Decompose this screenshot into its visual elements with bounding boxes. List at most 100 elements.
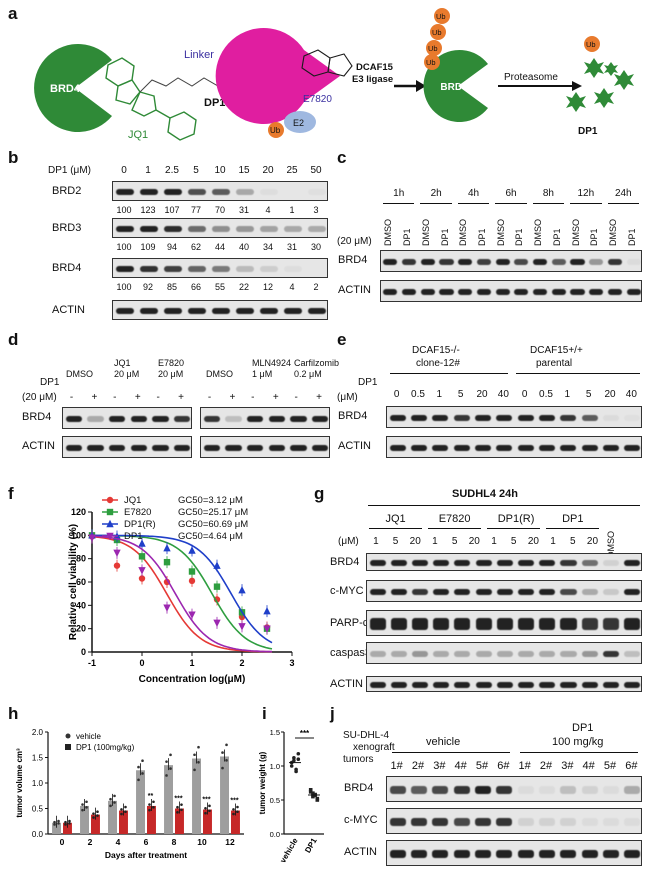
- panel-g-blot-brd4-band: [517, 560, 535, 566]
- panel-j-blot-brd4-band: [474, 786, 492, 794]
- panel-b-dose-label: DP1 (μM): [48, 165, 91, 176]
- panel-j-blot-c-myc-band: [581, 818, 598, 826]
- panel-e-blot-actin-band: [581, 445, 598, 451]
- panel-c-blot-actin-band: [383, 289, 398, 295]
- chart-i-point: [296, 751, 301, 756]
- panel-d-group-label: JQ1: [114, 358, 131, 368]
- chart-f-point: [138, 575, 146, 582]
- chart-i-point: [294, 769, 298, 774]
- panel-g-blot-parp-c-band: [539, 618, 556, 630]
- dcaf15-shape: [215, 28, 340, 124]
- panel-d-dp1-label: DP1: [40, 377, 60, 388]
- panel-j-lane: 2#: [411, 760, 425, 772]
- chart-h-significance: ***: [230, 798, 238, 805]
- panel-g-blot-c-myc-band: [517, 589, 535, 595]
- panel-c-blot-brd4-band: [420, 259, 435, 265]
- chart-h-dot: [221, 751, 224, 754]
- chart-f-legend-gc50: GC50=4.64 μM: [178, 531, 243, 542]
- chart-h-dot: [137, 765, 140, 769]
- panel-d-sign: -: [113, 392, 117, 403]
- panel-b-quant-value: 3: [313, 205, 319, 215]
- chart-f-point: [188, 546, 196, 554]
- panel-j-blot-c-myc-band: [602, 818, 620, 826]
- panel-c-blot-brd4-band: [495, 259, 510, 265]
- chart-h-bar: [164, 765, 173, 834]
- panel-c-time-line: [495, 203, 527, 204]
- panel-j-row-label: ACTIN: [344, 846, 377, 858]
- panel-d-sign: +: [134, 392, 141, 403]
- panel-b-quant-value: 85: [166, 282, 177, 292]
- panel-b-blot-brd4-band: [259, 266, 279, 272]
- chart-f-legend-marker: [106, 496, 114, 504]
- chart-h-dot: [137, 778, 140, 782]
- e2-shape: [284, 111, 316, 133]
- panel-e-blot-brd4-band: [602, 415, 620, 421]
- panel-b-dose: 5: [193, 165, 199, 176]
- chart-h-dot: [53, 820, 56, 824]
- chart-h-dot: [152, 800, 155, 804]
- panel-j-blot-c-myc-band: [432, 818, 449, 826]
- panel-j-blot-actin-band: [432, 850, 449, 858]
- chart-h-dot: [64, 823, 67, 826]
- chart-h-legend-name: vehicle: [76, 732, 101, 741]
- panel-j-lane: 5#: [603, 760, 617, 772]
- chart-h-dot: [204, 811, 207, 815]
- chart-h-dot: [53, 823, 56, 826]
- panel-g-blot-caspas3-c-band: [411, 651, 429, 657]
- panel-d-blot-right-brd4-band: [311, 416, 329, 422]
- chart-h-dot: [57, 822, 60, 825]
- chart-i-point: [311, 794, 315, 799]
- panel-label-a: a: [8, 4, 18, 23]
- panel-d-blot-left-brd4: [62, 407, 192, 429]
- panel-c-blot-actin-band: [420, 289, 435, 295]
- panel-d-blot-left-actin-band: [65, 445, 83, 451]
- chart-f-point: [113, 562, 121, 569]
- panel-e-group2-label: parental: [536, 358, 573, 369]
- panel-d-sign: -: [156, 392, 160, 403]
- panel-j-blot-actin-band: [474, 850, 492, 858]
- panel-d-blot-right-actin: [200, 436, 330, 458]
- panel-e-dose: 5: [457, 389, 464, 400]
- panel-c-blot-actin-band: [439, 289, 454, 295]
- panel-e-blot-brd4-band: [389, 415, 406, 421]
- panel-c-time: 4h: [468, 188, 480, 199]
- panel-b-blot-brd3: [112, 218, 328, 238]
- panel-b-quant-value: 55: [214, 282, 225, 292]
- chart-h-dot: [232, 808, 235, 811]
- panel-b-blot-brd3-band: [139, 226, 159, 232]
- panel-j-row-label: c-MYC: [344, 814, 378, 826]
- panel-j-blot-actin-band: [389, 850, 406, 858]
- panel-b-blot-brd3-band: [307, 226, 327, 232]
- panel-d-blot-right-actin-band: [268, 445, 286, 451]
- panel-j-blot-c-myc: [386, 808, 642, 834]
- chart-h-dot: [68, 819, 71, 823]
- panel-e-dose: 1: [564, 389, 571, 400]
- panel-b-quant-value: 100: [116, 242, 132, 252]
- chart-h-bar: [91, 814, 100, 834]
- ub-chain-label-4: Ub: [426, 58, 436, 67]
- panel-b-quant-value: 1: [289, 205, 295, 215]
- panel-b-blot-actin-band: [283, 308, 303, 314]
- panel-c-blot-actin-band: [401, 289, 417, 295]
- panel-g-blot-brd4-band: [581, 560, 598, 566]
- chart-f-legend-marker: [106, 519, 114, 528]
- chart-h-dot: [81, 803, 84, 806]
- panel-g-blot-caspas3-c-band: [539, 651, 556, 657]
- panel-b-quant-value: 31: [238, 205, 249, 215]
- chart-h-significance: **: [148, 793, 154, 800]
- panel-j-lane: 4#: [454, 760, 467, 772]
- chart-h-dot: [232, 812, 235, 816]
- panel-b-blot-brd3-band: [115, 226, 135, 232]
- panel-d-sign: -: [69, 392, 74, 403]
- e7820-structure: [301, 49, 353, 77]
- panel-j-title-line3: tumors: [343, 754, 374, 765]
- chart-h-bar: [231, 810, 240, 834]
- panel-j-blot-c-myc-band: [496, 818, 513, 826]
- chart-h-bar: [147, 805, 156, 834]
- panel-j-row-label: BRD4: [344, 782, 374, 794]
- panel-b-row-label: BRD2: [52, 185, 82, 197]
- panel-c-lane-label: DMSO: [495, 219, 506, 246]
- panel-j-blot-brd4-band: [538, 786, 556, 794]
- panel-j-blot-actin-band: [581, 850, 598, 858]
